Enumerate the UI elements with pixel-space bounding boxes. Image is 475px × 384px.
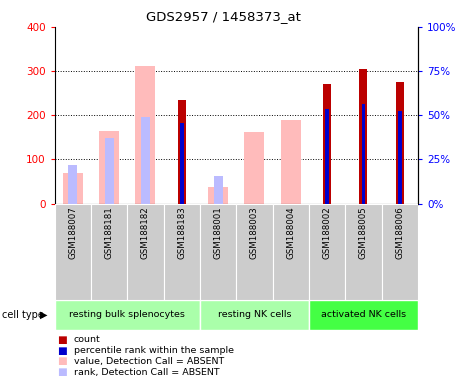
Bar <box>135 66 155 204</box>
Text: percentile rank within the sample: percentile rank within the sample <box>74 346 234 355</box>
Text: ■: ■ <box>57 335 67 345</box>
Bar <box>127 204 163 300</box>
Bar <box>381 204 418 300</box>
Bar <box>273 204 309 300</box>
Text: GSM188004: GSM188004 <box>286 207 295 259</box>
Text: GSM188001: GSM188001 <box>214 207 223 259</box>
Text: resting NK cells: resting NK cells <box>218 310 291 319</box>
Bar <box>68 165 77 204</box>
Text: GSM188007: GSM188007 <box>68 207 77 259</box>
Text: GSM188002: GSM188002 <box>323 207 332 259</box>
Bar <box>200 204 237 300</box>
Bar <box>104 138 114 204</box>
Bar <box>325 109 329 204</box>
Bar <box>55 204 91 300</box>
Text: GSM188003: GSM188003 <box>250 207 259 259</box>
Text: GSM188005: GSM188005 <box>359 207 368 259</box>
Bar <box>200 300 309 330</box>
Bar <box>245 132 265 204</box>
Bar <box>309 204 345 300</box>
Text: resting bulk splenocytes: resting bulk splenocytes <box>69 310 185 319</box>
Text: activated NK cells: activated NK cells <box>321 310 406 319</box>
Text: ▶: ▶ <box>40 310 48 320</box>
Bar <box>180 123 184 204</box>
Bar <box>323 84 331 204</box>
Bar <box>55 300 200 330</box>
Text: ■: ■ <box>57 356 67 366</box>
Bar <box>237 204 273 300</box>
Text: ■: ■ <box>57 346 67 356</box>
Bar <box>281 121 301 204</box>
Bar <box>396 82 404 204</box>
Bar <box>178 100 186 204</box>
Text: cell type: cell type <box>2 310 44 320</box>
Bar <box>91 204 127 300</box>
Text: GSM188006: GSM188006 <box>395 207 404 259</box>
Text: GSM188183: GSM188183 <box>177 207 186 259</box>
Bar <box>309 300 418 330</box>
Bar <box>141 116 150 204</box>
Bar <box>63 174 83 204</box>
Text: GSM188182: GSM188182 <box>141 207 150 259</box>
Text: GDS2957 / 1458373_at: GDS2957 / 1458373_at <box>146 10 301 23</box>
Bar <box>163 204 200 300</box>
Bar <box>360 69 368 204</box>
Bar <box>361 104 365 204</box>
Bar <box>208 187 228 204</box>
Text: ■: ■ <box>57 367 67 377</box>
Bar <box>398 111 402 204</box>
Bar <box>99 131 119 204</box>
Text: rank, Detection Call = ABSENT: rank, Detection Call = ABSENT <box>74 367 219 377</box>
Bar <box>345 204 381 300</box>
Text: GSM188181: GSM188181 <box>104 207 114 259</box>
Bar <box>214 176 223 204</box>
Text: value, Detection Call = ABSENT: value, Detection Call = ABSENT <box>74 357 224 366</box>
Text: count: count <box>74 335 100 344</box>
